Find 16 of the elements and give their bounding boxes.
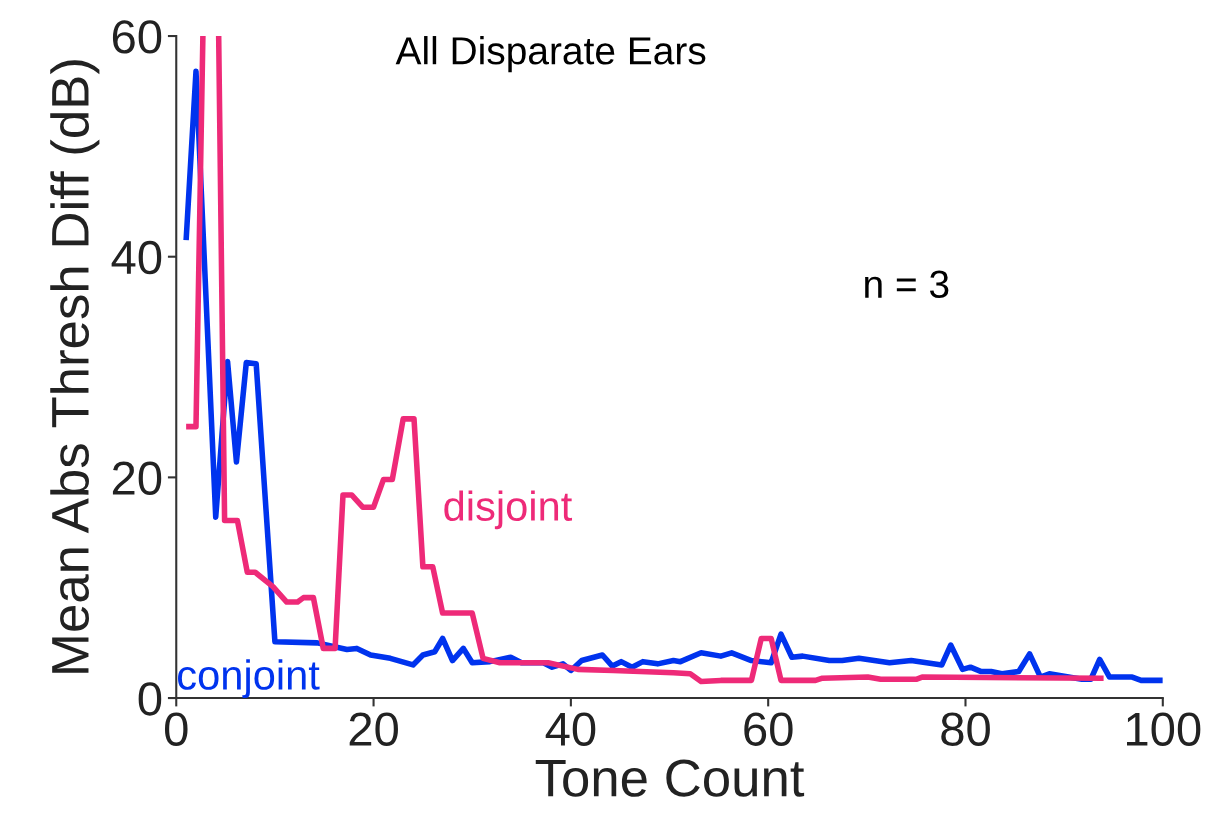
series-label: disjoint <box>444 490 573 530</box>
y-tick-label: 60 <box>112 20 162 54</box>
y-tick-label: 40 <box>111 240 162 275</box>
y-tick-label: 0 <box>138 682 162 716</box>
x-tick-label: 40 <box>545 712 596 746</box>
x-tick-label: 100 <box>1127 712 1201 746</box>
y-axis-title: Mean Abs Thresh Diff (dB) <box>50 60 100 673</box>
chart-title: All Disparate Ears <box>395 36 706 73</box>
x-axis-title: Tone Count <box>535 759 805 797</box>
x-tick-label: 80 <box>941 712 990 746</box>
annotation: n = 3 <box>865 270 949 299</box>
x-tick-label: 60 <box>744 712 793 746</box>
y-tick-label: 20 <box>112 461 162 495</box>
x-tick-label: 0 <box>164 712 188 746</box>
x-tick-label: 20 <box>349 712 398 746</box>
series-label: conjoint <box>178 659 320 699</box>
